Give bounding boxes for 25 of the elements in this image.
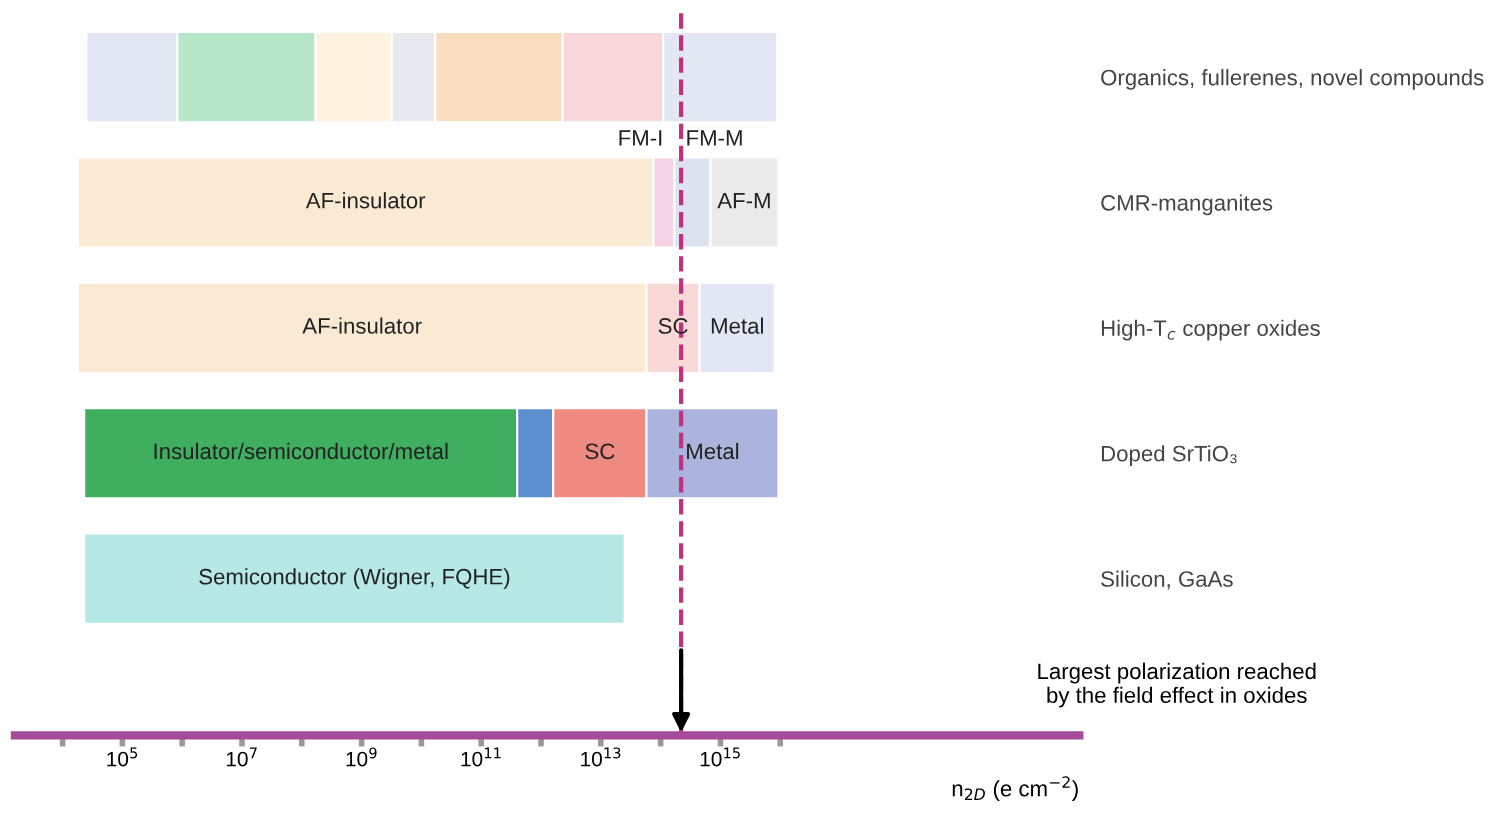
y-tick-label: CMR-manganites bbox=[1101, 194, 1273, 216]
data-label: FM-I bbox=[619, 130, 662, 146]
data-label: Metal bbox=[687, 442, 739, 460]
data-label: Insulator/semiconductor/metal bbox=[154, 442, 448, 460]
annotation: Largest polarization reached by the field effect in oxides bbox=[1038, 662, 1316, 708]
data-label: AF-M bbox=[717, 192, 770, 209]
data-label: AF-insulator bbox=[302, 317, 422, 334]
x-tick-label: 10$^{5}$ bbox=[107, 747, 138, 767]
x-tick-label: 10$^{7}$ bbox=[226, 747, 257, 767]
x-axis-title: n$_{2D}$ (e cm$^{−2}$) bbox=[952, 776, 1078, 801]
data-label: Semiconductor (Wigner, FQHE) bbox=[199, 568, 510, 589]
y-tick-label: High-T$_{c}$ copper oxides bbox=[1101, 319, 1320, 341]
x-tick-label: 10$^{13}$ bbox=[581, 747, 621, 767]
y-tick-label: Silicon, GaAs bbox=[1101, 570, 1233, 590]
data-label: SC bbox=[585, 443, 615, 460]
data-label: SC bbox=[658, 318, 688, 334]
x-tick-label: 10$^{11}$ bbox=[461, 747, 501, 767]
y-tick-label: Doped SrTiO₃ bbox=[1101, 445, 1237, 466]
x-tick-label: 10$^{9}$ bbox=[346, 747, 377, 767]
data-label: FM-M bbox=[687, 130, 742, 146]
data-label: AF-insulator bbox=[305, 192, 426, 209]
data-label: Metal bbox=[711, 317, 763, 334]
y-tick-label: Organics, fullerenes, novel compounds bbox=[1101, 69, 1484, 90]
bar bbox=[83, 532, 626, 625]
x-tick-label: 10$^{15}$ bbox=[700, 747, 740, 767]
